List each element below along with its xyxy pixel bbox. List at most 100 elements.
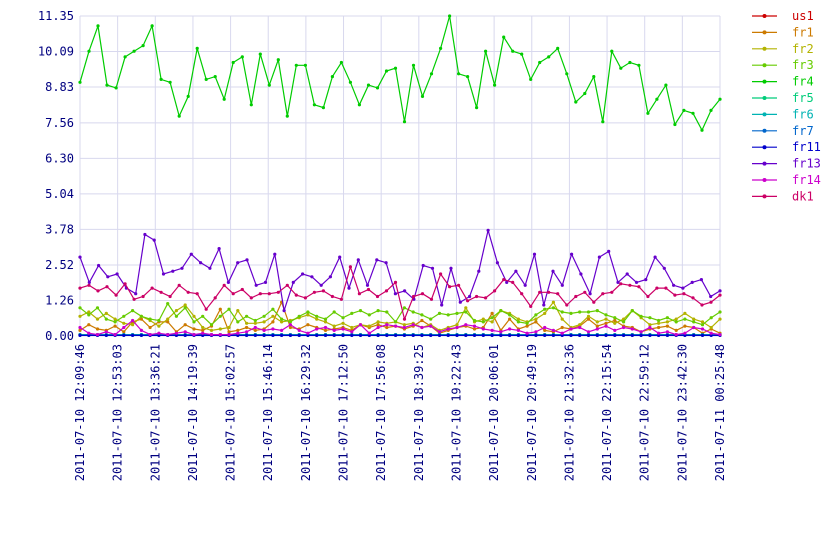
data-point <box>114 86 118 90</box>
data-point <box>601 120 605 124</box>
data-point <box>209 328 214 332</box>
data-point <box>95 333 100 337</box>
data-point <box>683 311 687 315</box>
data-point <box>96 289 100 293</box>
data-point <box>411 333 415 337</box>
data-point <box>186 94 190 98</box>
data-point <box>551 328 556 332</box>
data-point <box>171 269 175 273</box>
data-point <box>578 333 582 337</box>
data-point <box>328 275 332 279</box>
data-point <box>280 328 284 332</box>
data-point <box>653 255 657 259</box>
data-point <box>543 311 547 315</box>
data-point <box>525 331 529 335</box>
data-point <box>282 309 286 313</box>
legend-marker <box>762 194 767 199</box>
x-tick-label: 2011-07-10 23:42:30 <box>675 344 689 481</box>
data-point <box>366 83 371 87</box>
data-point <box>534 320 538 324</box>
x-tick-label: 2011-07-10 19:22:43 <box>449 344 463 481</box>
data-point <box>648 316 652 320</box>
data-point <box>183 323 187 327</box>
data-point <box>78 325 82 330</box>
data-point <box>646 294 650 299</box>
data-point <box>595 327 599 331</box>
data-point <box>150 24 154 28</box>
data-point <box>543 307 547 311</box>
data-point <box>657 333 661 337</box>
data-point <box>97 263 101 268</box>
data-point <box>595 324 599 328</box>
data-point <box>96 24 100 28</box>
data-point <box>718 97 722 101</box>
data-point <box>411 63 416 67</box>
data-point <box>429 317 433 321</box>
data-point <box>306 331 310 335</box>
data-point <box>218 333 222 337</box>
data-point <box>534 333 538 337</box>
data-point <box>245 333 249 337</box>
data-point <box>218 327 222 331</box>
data-point <box>134 292 138 296</box>
data-point <box>604 324 608 328</box>
legend-label: fr5 <box>792 91 814 105</box>
data-point <box>508 313 512 317</box>
legend-item-fr3: fr3 <box>752 58 814 72</box>
data-point <box>556 292 560 296</box>
data-point <box>709 331 713 335</box>
x-tick-label: 2011-07-10 17:56:08 <box>374 344 388 481</box>
data-point <box>159 77 163 81</box>
data-point <box>115 272 119 276</box>
data-point <box>421 263 425 268</box>
data-point <box>420 333 424 337</box>
data-point <box>691 296 695 300</box>
data-point <box>341 321 345 325</box>
data-point <box>429 297 434 301</box>
data-point <box>174 314 178 318</box>
x-tick-label: 2011-07-10 22:15:54 <box>600 344 614 481</box>
data-point <box>161 272 166 276</box>
data-point <box>209 333 214 337</box>
data-point <box>449 266 453 270</box>
y-axis-ticks: 0.00 1.26 2.52 3.78 5.04 6.30 7.56 8.83 10.09 11.… <box>38 9 74 343</box>
legend-label: fr14 <box>792 173 821 187</box>
data-point <box>315 327 319 331</box>
data-point <box>542 303 546 307</box>
data-point <box>78 328 82 332</box>
data-point <box>104 333 108 337</box>
data-point <box>166 317 170 321</box>
data-point <box>332 324 336 328</box>
data-point <box>490 320 494 324</box>
data-point <box>385 310 389 314</box>
data-point <box>294 293 298 297</box>
data-point <box>665 320 670 324</box>
data-point <box>692 317 696 321</box>
data-point <box>263 280 268 284</box>
data-point <box>262 333 266 337</box>
data-point <box>683 331 687 335</box>
data-point <box>240 287 244 292</box>
data-point <box>159 290 163 294</box>
data-point <box>430 266 435 270</box>
data-point <box>604 333 608 337</box>
data-point <box>502 35 506 39</box>
data-point <box>616 280 620 284</box>
data-point <box>141 294 145 299</box>
data-point <box>288 333 292 337</box>
data-point <box>253 321 257 325</box>
data-point <box>639 333 643 337</box>
y-tick-label: 8.83 <box>45 80 74 94</box>
data-point <box>420 313 424 317</box>
data-point <box>440 303 444 307</box>
data-point <box>339 297 343 301</box>
data-point <box>271 327 275 331</box>
data-point <box>674 333 678 337</box>
data-point <box>420 325 424 330</box>
data-point <box>394 324 398 328</box>
data-point <box>420 292 425 296</box>
data-point <box>339 60 343 65</box>
legend-item-us1: us1 <box>752 9 814 23</box>
data-point <box>674 317 678 321</box>
data-point <box>332 310 336 314</box>
